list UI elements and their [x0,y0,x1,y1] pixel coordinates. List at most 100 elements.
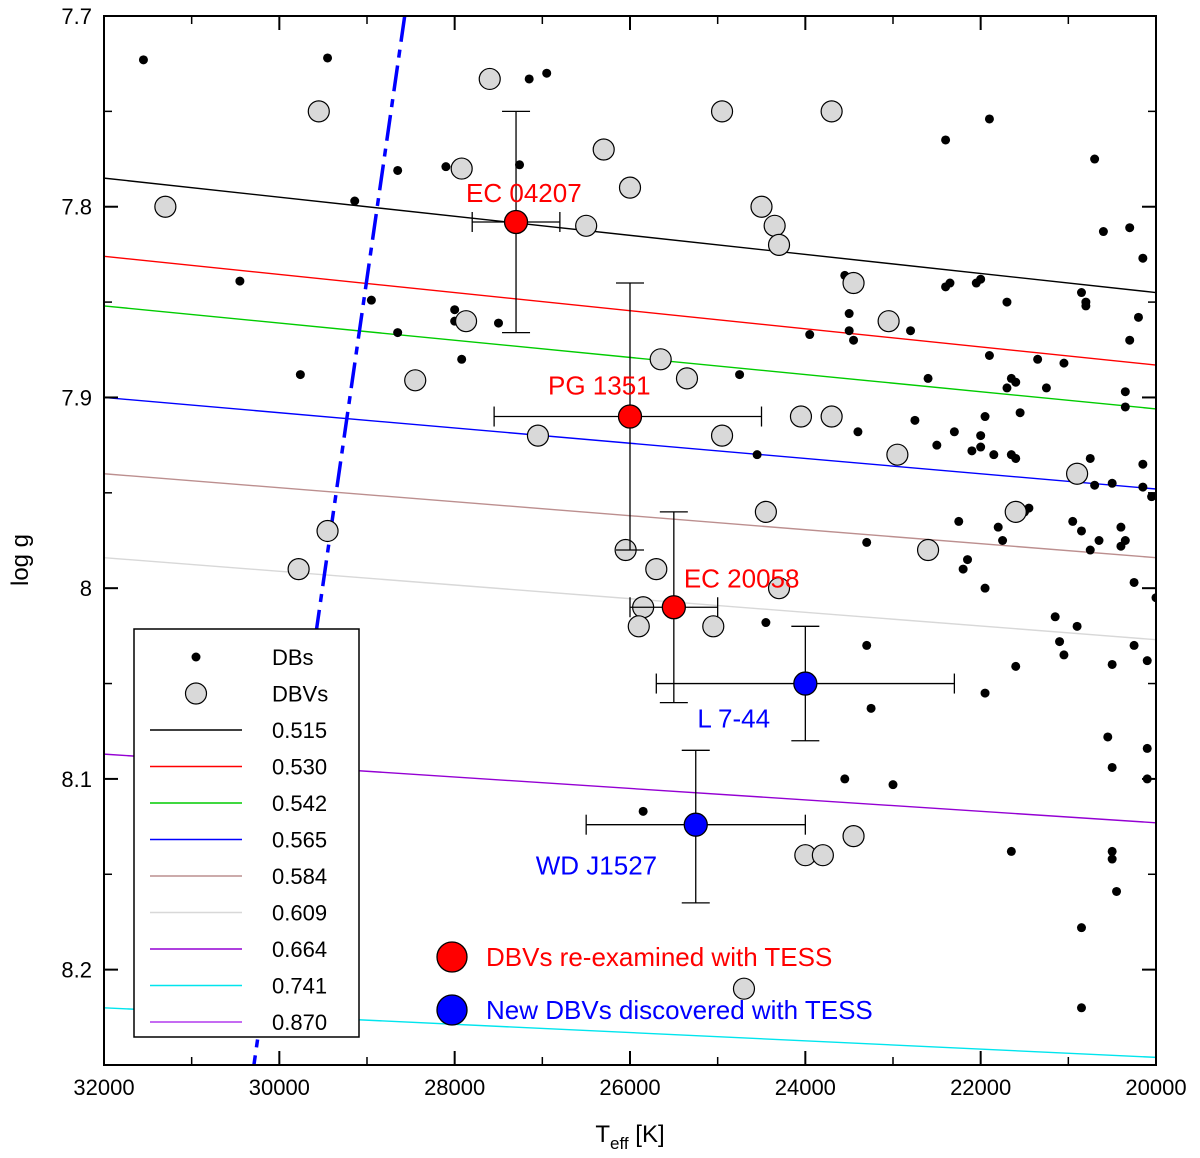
legend-label: 0.530 [272,755,327,780]
x-axis-title: Teff [K] [595,1121,664,1153]
db-point [976,431,986,441]
dbv-point [526,424,550,447]
legend-dbv-marker [184,682,208,705]
db-point [998,536,1008,545]
axes: 32000 30000 28000 26000 24000 22000 20000 7.7 7.… [61,4,1186,1100]
db-point [1090,480,1100,490]
y-tick-label: 7.9 [61,385,92,410]
db-point [1059,358,1069,368]
x-tick-label: 32000 [73,1075,134,1100]
db-point [1107,659,1117,669]
legend-label: DBVs [272,682,328,707]
db-point [638,806,648,816]
db-point [1125,223,1135,233]
db-point [1011,661,1021,671]
legend-item-0-542: 0.542 [150,791,327,816]
star-pg-1351: PG 1351 [493,282,763,551]
db-point [976,442,986,452]
star-marker [661,595,686,620]
legend-db-marker [191,652,201,662]
db-point [910,415,920,425]
db-point [1090,154,1100,164]
dbv-point [592,138,615,161]
dbv-point [1004,500,1027,523]
dbv-point [886,443,909,466]
db-point [366,295,376,305]
db-point [1033,354,1043,364]
legend-label: 0.584 [272,864,327,889]
db-point [976,274,986,284]
y-tick-label: 7.7 [61,4,92,29]
dbv-point [916,538,940,562]
star-label: EC 04207 [466,178,582,208]
db-point [1142,656,1152,666]
db-point [393,165,403,175]
dbv-point [877,310,900,333]
db-point [1107,846,1117,856]
legend-item-0-609: 0.609 [150,901,327,926]
db-point [941,135,951,145]
legend-item-0-664: 0.664 [150,937,327,962]
db-point [1055,637,1065,647]
bottom-legend: DBVs re-examined with TESS New DBVs disco… [436,941,873,1026]
db-point [862,537,872,547]
db-point [1081,301,1091,311]
db-points [138,53,1156,1013]
db-point [1002,297,1012,307]
star-marker [617,404,643,429]
db-point [457,354,467,364]
db-point [1085,453,1095,463]
db-point [862,640,872,650]
legend-item-0-870: 0.870 [150,1010,327,1035]
y-axis-title: log g [7,534,34,586]
dbv-point [842,825,865,848]
db-point [1116,522,1126,532]
db-point [1076,923,1086,933]
dbv-point [154,195,177,218]
db-point [323,53,333,63]
legend-item-0-530: 0.530 [150,755,327,780]
db-point [1050,612,1060,622]
db-point [923,373,933,383]
db-point [989,450,999,460]
db-point [735,370,745,380]
star-marker [793,671,818,696]
x-axis-title-unit: [K] [629,1121,665,1148]
db-point [849,335,859,345]
legend-label: 0.542 [272,791,327,816]
y-tick-label: 8.1 [61,767,92,792]
dbv-point [627,615,650,638]
star-wd-j1527: WD J1527 [536,749,806,904]
db-point [1107,854,1117,864]
mass-track-0-515 [104,177,1156,294]
x-tick-label: 26000 [599,1075,660,1100]
dbv-point [750,195,773,218]
dbv-point [811,844,834,867]
dbv-point [404,369,427,392]
db-point [1151,593,1156,603]
db-point [949,427,959,437]
db-point [1107,762,1117,772]
db-point [1120,536,1130,545]
x-axis-title-sub: eff [610,1134,629,1153]
db-point [1076,288,1086,298]
db-point [542,68,552,78]
legend-label: DBs [272,645,314,670]
dbv-point [710,424,734,447]
dbv-point [767,577,791,600]
db-point [1072,621,1082,631]
db-point [1006,846,1016,856]
dbv-point [789,405,813,428]
db-point [295,370,305,380]
db-point [441,162,451,172]
db-point [980,688,990,698]
dbv-point [450,157,473,180]
dbv-point [575,214,598,237]
legend-box [133,628,360,1038]
db-point [963,555,973,565]
dbv-point [842,271,865,295]
db-point [888,780,898,790]
db-point [984,350,994,360]
db-point [761,618,771,628]
bottom-legend-item: New DBVs discovered with TESS [436,994,873,1026]
